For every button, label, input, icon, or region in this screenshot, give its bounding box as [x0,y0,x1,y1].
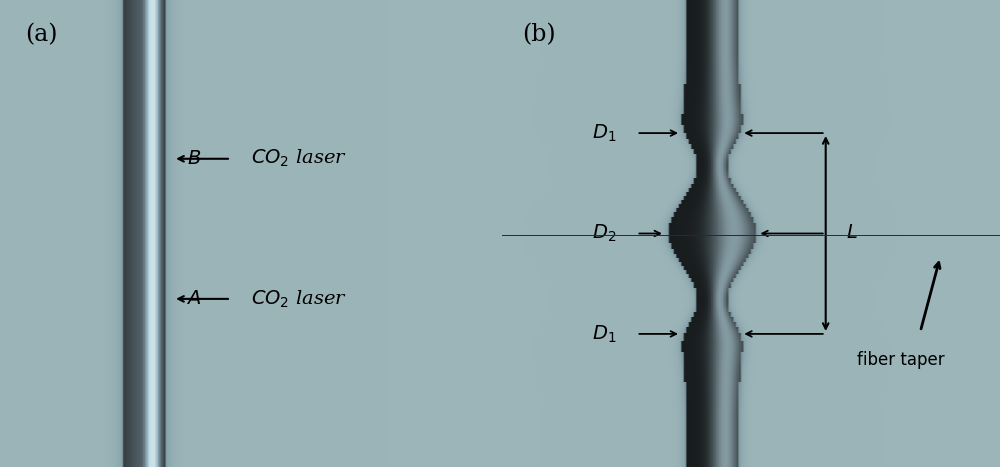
Text: (b): (b) [522,23,556,46]
Text: $CO_2$ laser: $CO_2$ laser [251,288,347,310]
Text: $L$: $L$ [846,225,857,242]
Text: $D_1$: $D_1$ [592,122,616,144]
Text: $D_1$: $D_1$ [592,323,616,345]
Text: fiber taper: fiber taper [857,351,944,368]
Text: $A$: $A$ [186,290,201,308]
Text: $B$: $B$ [187,150,201,168]
Text: $CO_2$ laser: $CO_2$ laser [251,148,347,170]
Text: $D_2$: $D_2$ [592,223,616,244]
Text: (a): (a) [25,23,58,46]
